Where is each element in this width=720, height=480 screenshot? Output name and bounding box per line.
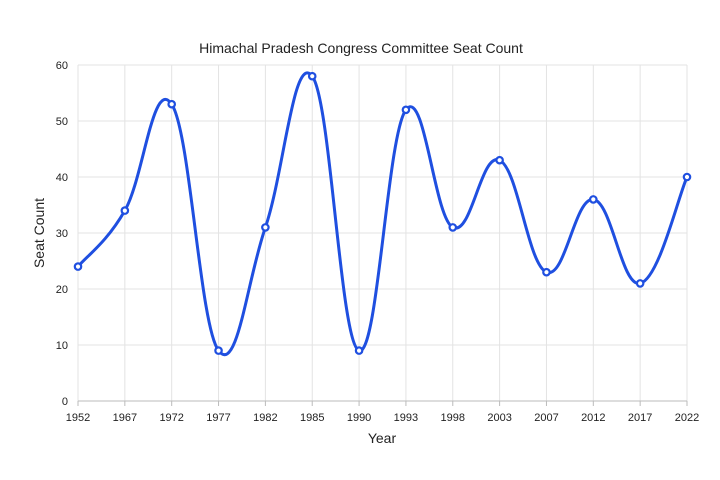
y-tick-label: 30: [56, 228, 68, 240]
y-tick-label: 60: [56, 60, 68, 72]
x-tick-label: 1967: [113, 412, 137, 424]
x-tick-label: 2007: [534, 412, 558, 424]
data-point: [214, 346, 223, 355]
data-points: [73, 71, 692, 355]
y-tick-label: 10: [56, 340, 68, 352]
y-tick-label: 40: [56, 172, 68, 184]
data-point: [635, 279, 645, 288]
x-tick-label: 1998: [441, 412, 465, 424]
y-axis-ticks: 0 10 20 30 40 50 60: [56, 60, 68, 408]
x-tick-label: 2012: [581, 412, 605, 424]
x-tick-label: 2022: [675, 412, 699, 424]
x-tick-label: 1982: [253, 412, 277, 424]
x-tick-label: 1990: [347, 412, 371, 424]
series-line: [76, 71, 689, 356]
data-point: [589, 195, 598, 204]
data-point: [495, 155, 504, 165]
y-tick-label: 20: [56, 284, 68, 296]
data-point: [401, 105, 411, 115]
y-tick-label: 0: [62, 396, 68, 408]
data-point: [542, 267, 551, 277]
data-point: [73, 262, 83, 271]
x-tick-label: 2017: [628, 412, 652, 424]
chart-title: Himachal Pradesh Congress Committee Seat…: [199, 40, 523, 56]
data-point: [167, 99, 176, 109]
x-tick-label: 1993: [394, 412, 418, 424]
data-point: [354, 346, 364, 355]
data-point: [307, 71, 317, 81]
x-axis-ticks: 1952 1967 1972 1977 1982 1985 1990 1993 1998 2003…: [66, 401, 699, 424]
x-tick-label: 1972: [159, 412, 183, 424]
data-point: [448, 223, 458, 232]
x-tick-label: 1977: [206, 412, 230, 424]
data-point: [261, 223, 270, 232]
y-axis-title: Seat Count: [31, 198, 47, 268]
y-tick-label: 50: [56, 116, 68, 128]
x-tick-label: 1985: [300, 412, 324, 424]
x-tick-label: 1952: [66, 412, 90, 424]
x-axis-title: Year: [368, 430, 397, 446]
data-point: [682, 172, 692, 182]
data-point: [120, 206, 130, 215]
x-tick-label: 2003: [487, 412, 511, 424]
